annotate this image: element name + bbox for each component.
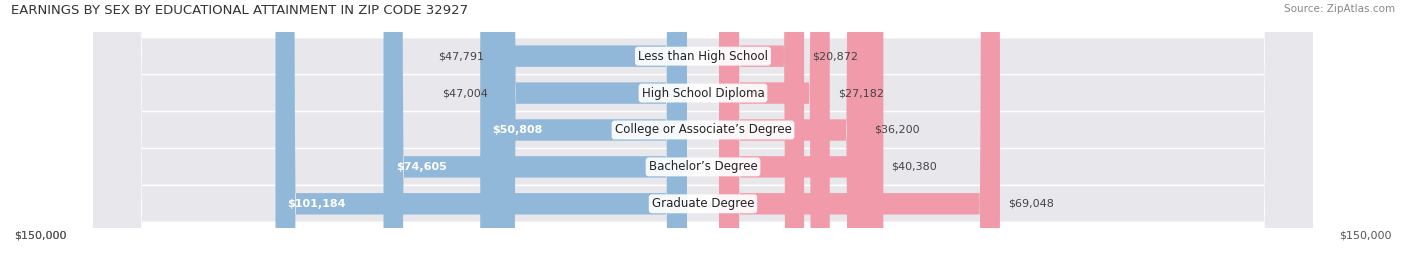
- Text: Source: ZipAtlas.com: Source: ZipAtlas.com: [1284, 4, 1395, 14]
- FancyBboxPatch shape: [93, 0, 1313, 268]
- Text: Graduate Degree: Graduate Degree: [652, 197, 754, 210]
- Text: Bachelor’s Degree: Bachelor’s Degree: [648, 160, 758, 173]
- Text: EARNINGS BY SEX BY EDUCATIONAL ATTAINMENT IN ZIP CODE 32927: EARNINGS BY SEX BY EDUCATIONAL ATTAINMEN…: [11, 4, 468, 17]
- Text: $101,184: $101,184: [288, 199, 346, 209]
- FancyBboxPatch shape: [93, 0, 1313, 268]
- FancyBboxPatch shape: [496, 0, 686, 268]
- FancyBboxPatch shape: [720, 0, 1000, 268]
- FancyBboxPatch shape: [93, 0, 1313, 268]
- Text: $40,380: $40,380: [891, 162, 938, 172]
- Text: $47,791: $47,791: [439, 51, 484, 61]
- Text: $74,605: $74,605: [395, 162, 447, 172]
- Text: $69,048: $69,048: [1008, 199, 1054, 209]
- Text: College or Associate’s Degree: College or Associate’s Degree: [614, 124, 792, 136]
- Text: $50,808: $50,808: [492, 125, 543, 135]
- Text: Less than High School: Less than High School: [638, 50, 768, 63]
- FancyBboxPatch shape: [481, 0, 686, 268]
- Text: High School Diploma: High School Diploma: [641, 87, 765, 100]
- FancyBboxPatch shape: [720, 0, 830, 268]
- FancyBboxPatch shape: [276, 0, 686, 268]
- Text: $150,000: $150,000: [1340, 231, 1392, 241]
- Text: $36,200: $36,200: [875, 125, 920, 135]
- Text: $150,000: $150,000: [14, 231, 66, 241]
- FancyBboxPatch shape: [93, 0, 1313, 268]
- Text: $20,872: $20,872: [813, 51, 858, 61]
- Text: $47,004: $47,004: [441, 88, 488, 98]
- FancyBboxPatch shape: [384, 0, 686, 268]
- FancyBboxPatch shape: [93, 0, 1313, 268]
- FancyBboxPatch shape: [720, 0, 866, 268]
- FancyBboxPatch shape: [720, 0, 804, 268]
- Text: $150,000: $150,000: [14, 231, 66, 241]
- FancyBboxPatch shape: [720, 0, 883, 268]
- FancyBboxPatch shape: [492, 0, 686, 268]
- Text: $27,182: $27,182: [838, 88, 884, 98]
